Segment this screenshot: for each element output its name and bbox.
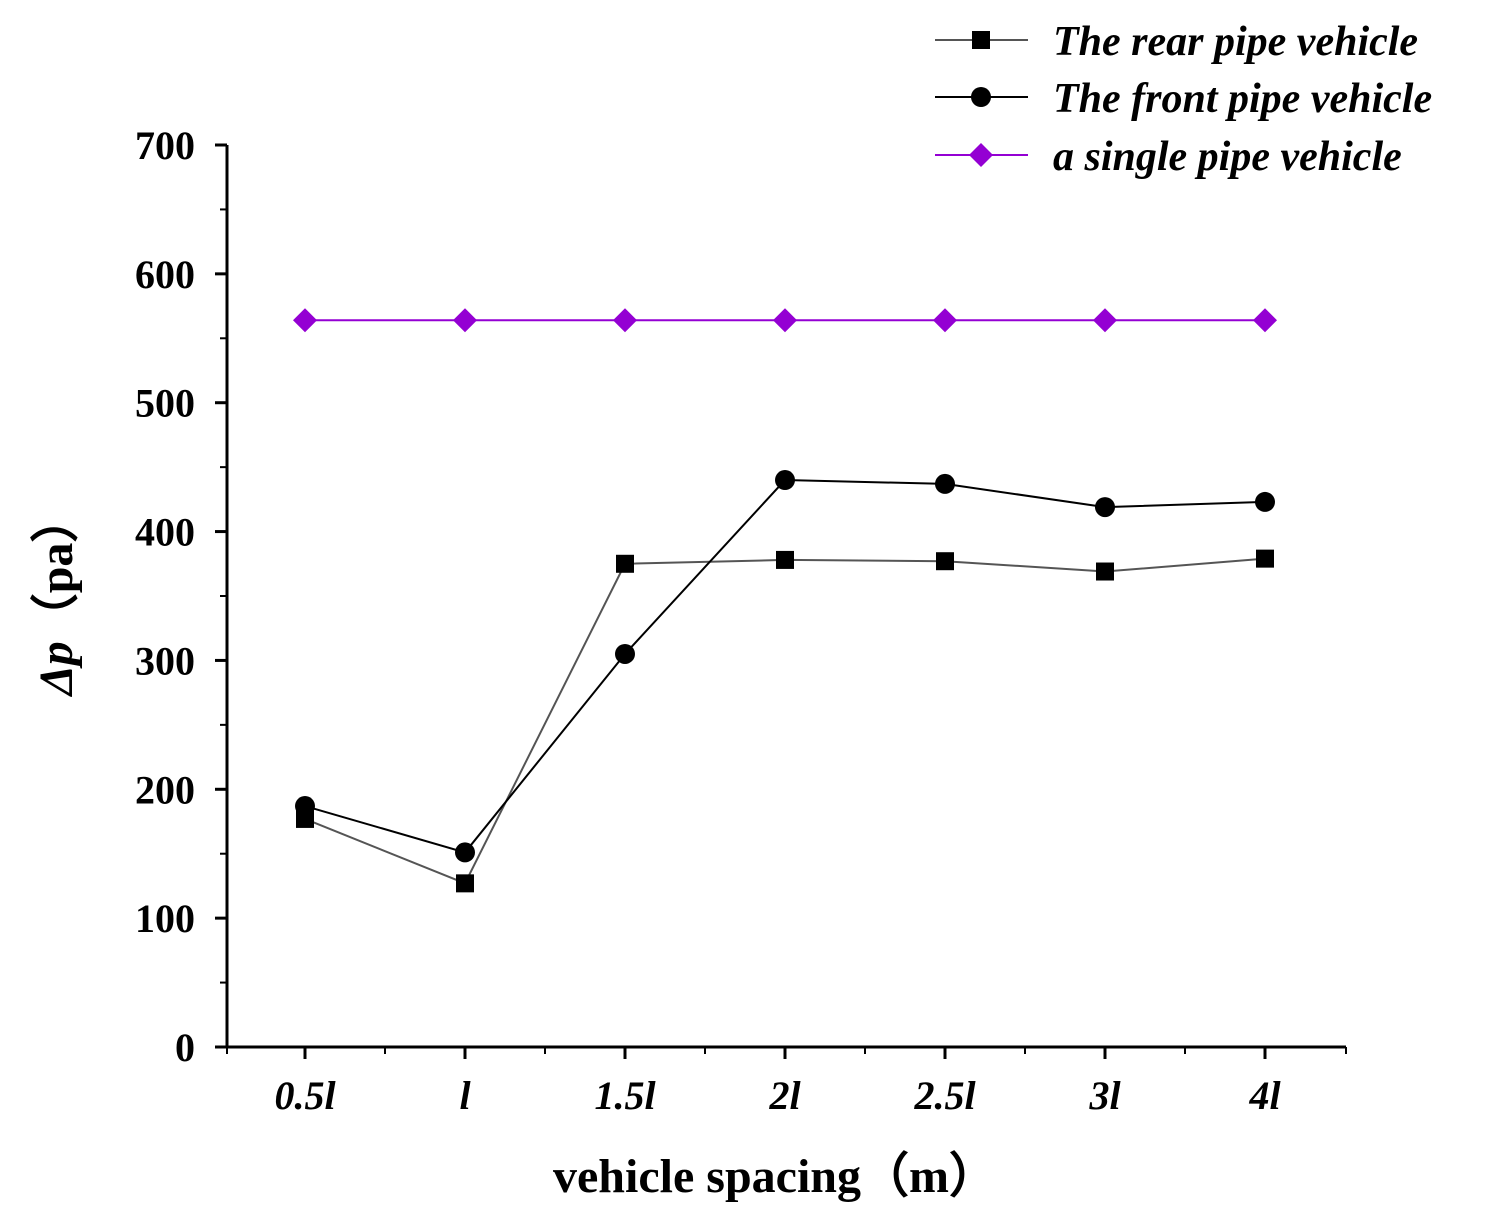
data-point [1256, 549, 1274, 568]
x-tick-label: 2.5l [913, 1073, 976, 1118]
legend-label: The front pipe vehicle [1053, 76, 1432, 122]
legend-label: a single pipe vehicle [1053, 134, 1402, 180]
y-axis-title: Δp（pa） [30, 495, 83, 698]
legend-marker [972, 31, 990, 49]
data-point [1096, 562, 1114, 581]
y-tick-label: 0 [175, 1025, 195, 1070]
x-tick-label: l [459, 1073, 471, 1118]
series-line [304, 479, 1266, 854]
y-tick-label: 300 [135, 638, 195, 683]
data-point [295, 796, 315, 817]
legend-marker [971, 87, 991, 107]
data-point [293, 308, 317, 333]
legend-label: The rear pipe vehicle [1053, 19, 1418, 65]
data-point [453, 308, 477, 333]
y-tick-label: 100 [135, 896, 195, 941]
x-axis-title: vehicle spacing（m） [553, 1150, 997, 1203]
series-line [304, 557, 1266, 885]
series-diamond [293, 308, 1277, 333]
data-point [773, 308, 797, 333]
x-tick-label: 3l [1088, 1073, 1121, 1118]
data-point [936, 552, 954, 571]
data-point [1255, 491, 1275, 512]
y-ticks: 0 100 200 300 400 500 600 700 [135, 123, 227, 1070]
y-tick-label: 600 [135, 252, 195, 297]
series-circle [295, 470, 1275, 863]
y-tick-label: 500 [135, 381, 195, 426]
data-point [935, 473, 955, 494]
data-point [775, 470, 795, 491]
x-tick-label: 0.5l [274, 1073, 336, 1118]
data-point [456, 874, 474, 893]
legend-marker [969, 143, 993, 167]
data-point [616, 554, 634, 573]
series-layer [293, 308, 1277, 893]
x-tick-label: 2l [768, 1073, 801, 1118]
y-axis-title-unit: （pa） [30, 495, 83, 642]
data-point [776, 550, 794, 569]
legend: The rear pipe vehicle The front pipe vehi… [935, 19, 1432, 180]
axes [225, 145, 1346, 1049]
data-point [933, 308, 957, 333]
data-point [613, 308, 637, 333]
data-point [1093, 308, 1117, 333]
y-axis-title-symbol: Δp [30, 641, 83, 697]
y-tick-label: 400 [135, 510, 195, 555]
x-ticks: 0.5l l 1.5l 2l 2.5l 3l 4l [226, 1047, 1347, 1118]
data-point [1253, 308, 1277, 333]
x-tick-label: 4l [1248, 1073, 1281, 1118]
data-point [615, 643, 635, 664]
x-tick-label: 1.5l [594, 1073, 656, 1118]
data-point [455, 842, 475, 863]
y-tick-label: 200 [135, 767, 195, 812]
series-square [296, 549, 1274, 893]
data-point [1095, 497, 1115, 518]
y-tick-label: 700 [135, 123, 195, 168]
